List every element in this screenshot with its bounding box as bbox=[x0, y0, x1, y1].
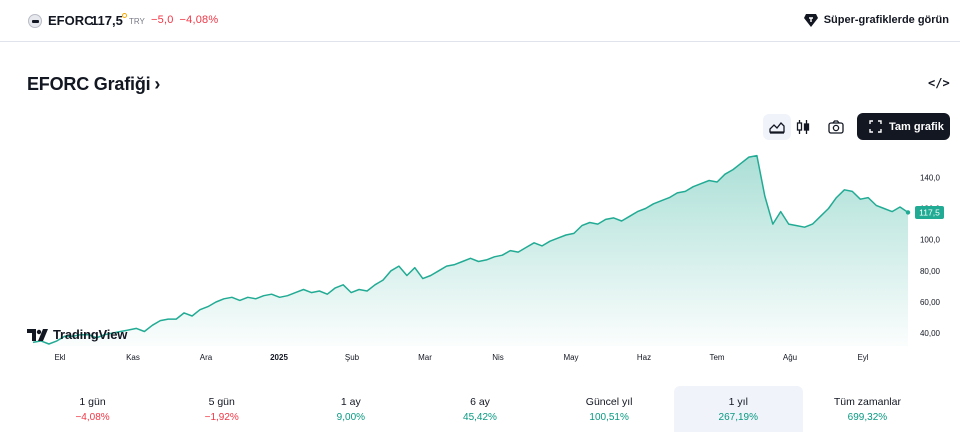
chart-title-link[interactable]: EFORC Grafiği › bbox=[27, 74, 160, 95]
x-tick-label: Kas bbox=[126, 353, 140, 362]
period-tab[interactable]: Tüm zamanlar 699,32% bbox=[803, 386, 932, 432]
symbol-name[interactable]: EFORC bbox=[48, 13, 94, 28]
x-tick-label: Eyl bbox=[857, 353, 868, 362]
period-label: Tüm zamanlar bbox=[833, 396, 901, 408]
x-tick-label: Mar bbox=[418, 353, 432, 362]
tradingview-logo[interactable]: TradingView bbox=[27, 327, 127, 342]
period-change: −1,92% bbox=[204, 412, 239, 423]
period-tab[interactable]: 5 gün −1,92% bbox=[157, 386, 286, 432]
market-status-icon bbox=[122, 13, 127, 18]
area-chart-icon bbox=[769, 122, 785, 134]
tradingview-wordmark: TradingView bbox=[53, 327, 128, 342]
x-tick-label: Nis bbox=[492, 353, 504, 362]
y-tick-label: 100,0 bbox=[920, 236, 941, 245]
x-tick-label: Ekl bbox=[54, 353, 65, 362]
super-chart-link[interactable]: Süper-grafiklerde görün bbox=[803, 12, 949, 28]
x-tick-label: Ağu bbox=[783, 353, 797, 362]
top-bar: EFORC 117,5 TRY −5,0 −4,08% Süper-grafikl… bbox=[0, 0, 960, 42]
x-tick-label: 2025 bbox=[270, 353, 288, 362]
x-tick-label: Ara bbox=[200, 353, 213, 362]
y-tick-label: 40,00 bbox=[920, 329, 941, 338]
currency-label: TRY bbox=[129, 17, 145, 26]
fullscreen-icon bbox=[869, 120, 882, 133]
period-label: 6 ay bbox=[470, 396, 490, 408]
period-label: 5 gün bbox=[208, 396, 235, 408]
x-tick-label: Tem bbox=[709, 353, 724, 362]
period-label: Güncel yıl bbox=[585, 396, 633, 408]
chart-title: EFORC Grafiği bbox=[27, 74, 151, 94]
period-tab[interactable]: 1 yıl 267,19% bbox=[673, 386, 803, 432]
x-tick-label: May bbox=[563, 353, 578, 362]
last-price-dot bbox=[905, 210, 911, 215]
period-change: 100,51% bbox=[589, 412, 629, 423]
y-tick-label: 80,00 bbox=[920, 267, 941, 276]
period-tab[interactable]: Güncel yıl 100,51% bbox=[545, 386, 674, 432]
area-chart-button[interactable] bbox=[763, 114, 791, 140]
candles-icon bbox=[796, 120, 810, 134]
symbol-logo-icon bbox=[28, 14, 42, 28]
period-label: 1 yıl bbox=[728, 396, 748, 408]
price-change: −5,0 −4,08% bbox=[151, 14, 224, 26]
period-tab[interactable]: 1 gün −4,08% bbox=[28, 386, 157, 432]
price-area bbox=[33, 155, 908, 346]
y-tick-label: 60,00 bbox=[920, 298, 941, 307]
period-change: 45,42% bbox=[463, 412, 497, 423]
current-price-marker: 117,5 bbox=[915, 206, 944, 219]
period-label: 1 ay bbox=[340, 396, 361, 408]
change-percent: −4,08% bbox=[179, 14, 219, 26]
current-price-label: 117,5 bbox=[919, 208, 940, 218]
fullscreen-chart-button[interactable]: Tam grafik bbox=[857, 113, 950, 140]
performance-periods: 1 gün −4,08% 5 gün −1,92% 1 ay 9,00% 6 ay 45,42… bbox=[28, 386, 932, 432]
candle-chart-button[interactable] bbox=[789, 114, 817, 140]
y-tick-label: 140,0 bbox=[920, 173, 941, 182]
snapshot-button[interactable] bbox=[822, 114, 850, 140]
period-change: 267,19% bbox=[718, 412, 759, 423]
fullscreen-label: Tam grafik bbox=[889, 120, 944, 133]
period-tab[interactable]: 1 ay 9,00% bbox=[286, 386, 415, 432]
chevron-right-icon: › bbox=[154, 74, 161, 94]
embed-code-icon[interactable]: </> bbox=[928, 76, 950, 90]
period-change: 9,00% bbox=[336, 412, 366, 423]
camera-icon bbox=[828, 120, 844, 134]
price-line bbox=[32, 154, 909, 345]
change-absolute: −5,0 bbox=[151, 14, 174, 26]
period-change: −4,08% bbox=[75, 412, 110, 423]
period-change: 699,32% bbox=[847, 412, 888, 423]
x-tick-label: Haz bbox=[637, 353, 651, 362]
super-chart-label: Süper-grafiklerde görün bbox=[823, 14, 949, 26]
super-chart-icon bbox=[803, 14, 818, 27]
x-tick-label: Şub bbox=[345, 353, 360, 362]
period-tab[interactable]: 6 ay 45,42% bbox=[415, 386, 544, 432]
last-price: 117,5 bbox=[91, 13, 123, 28]
tradingview-logo-icon bbox=[27, 328, 48, 341]
period-label: 1 gün bbox=[79, 396, 106, 408]
